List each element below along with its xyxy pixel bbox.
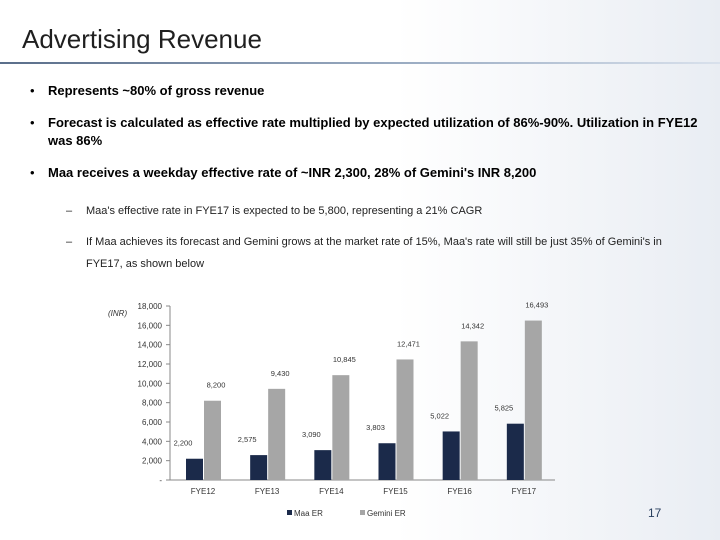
y-tick-label: - — [159, 476, 162, 485]
bullet-list: Represents ~80% of gross revenue Forecas… — [30, 82, 700, 196]
data-label: 10,845 — [333, 355, 356, 364]
y-tick-label: 12,000 — [138, 360, 163, 369]
sub-bullet-dash: – — [66, 236, 73, 248]
x-axis-categories: FYE12 FYE13 FYE14 FYE15 FYE16 FYE17 — [191, 487, 537, 496]
bullet-3: Maa receives a weekday effective rate of… — [30, 164, 700, 182]
y-tick-label: 8,000 — [142, 399, 163, 408]
bars: 2,200 8,200 2,575 9,430 3,090 10,845 3,803 12,4… — [174, 301, 548, 480]
data-label: 12,471 — [397, 339, 420, 348]
bar-maa-er — [314, 450, 332, 480]
title-bar: Advertising Revenue — [0, 0, 720, 64]
bullet-1: Represents ~80% of gross revenue — [30, 82, 700, 100]
x-category-label: FYE17 — [512, 487, 537, 496]
data-label: 16,493 — [525, 301, 548, 310]
bar-maa-er — [442, 431, 460, 480]
y-tick-label: 2,000 — [142, 457, 163, 466]
sub-bullet-1-text: Maa's effective rate in FYE17 is expecte… — [86, 205, 483, 217]
y-axis-unit-label: (INR) — [108, 309, 127, 318]
x-category-label: FYE14 — [319, 487, 344, 496]
bar-gemini-er — [268, 388, 286, 480]
bullet-2: Forecast is calculated as effective rate… — [30, 114, 700, 150]
bar-gemini-er — [460, 341, 478, 480]
sub-bullet-2-text: If Maa achieves its forecast and Gemini … — [86, 236, 662, 270]
bar-maa-er — [250, 455, 268, 480]
x-category-label: FYE12 — [191, 487, 216, 496]
data-label: 3,090 — [302, 430, 321, 439]
sub-bullet-dash: – — [66, 205, 73, 217]
data-label: 14,342 — [461, 321, 484, 330]
bar-maa-er — [186, 458, 203, 480]
legend: Maa ER Gemini ER — [287, 509, 406, 518]
data-label: 2,200 — [174, 439, 193, 448]
data-label: 2,575 — [238, 435, 257, 444]
y-axis-ticks: 18,000 16,000 14,000 12,000 10,000 8,000 6,000… — [138, 302, 170, 485]
data-label: 5,022 — [430, 411, 449, 420]
slide-number: 17 — [648, 506, 662, 520]
sub-bullet-1: – Maa's effective rate in FYE17 is expec… — [66, 200, 666, 222]
x-category-label: FYE15 — [383, 487, 408, 496]
data-label: 5,825 — [494, 404, 513, 413]
y-tick-label: 14,000 — [138, 341, 163, 350]
x-category-label: FYE13 — [255, 487, 280, 496]
bar-gemini-er — [524, 320, 542, 480]
y-tick-label: 18,000 — [138, 302, 163, 311]
y-tick-label: 6,000 — [142, 418, 163, 427]
legend-swatch — [287, 510, 292, 515]
page-title: Advertising Revenue — [22, 24, 262, 54]
sub-bullet-2: – If Maa achieves its forecast and Gemin… — [66, 231, 666, 275]
bar-gemini-er — [396, 359, 414, 480]
y-tick-label: 16,000 — [138, 321, 163, 330]
bar-gemini-er — [204, 400, 221, 480]
data-label: 9,430 — [271, 369, 290, 378]
bar-maa-er — [506, 423, 524, 480]
title-divider — [0, 62, 720, 64]
legend-label: Gemini ER — [367, 509, 406, 518]
bar-gemini-er — [332, 375, 350, 480]
x-category-label: FYE16 — [447, 487, 472, 496]
data-label: 3,803 — [366, 423, 385, 432]
legend-swatch — [360, 510, 365, 515]
bar-maa-er — [378, 443, 396, 480]
legend-label: Maa ER — [294, 509, 323, 518]
y-tick-label: 10,000 — [138, 379, 163, 388]
data-label: 8,200 — [207, 381, 226, 390]
y-tick-label: 4,000 — [142, 437, 163, 446]
